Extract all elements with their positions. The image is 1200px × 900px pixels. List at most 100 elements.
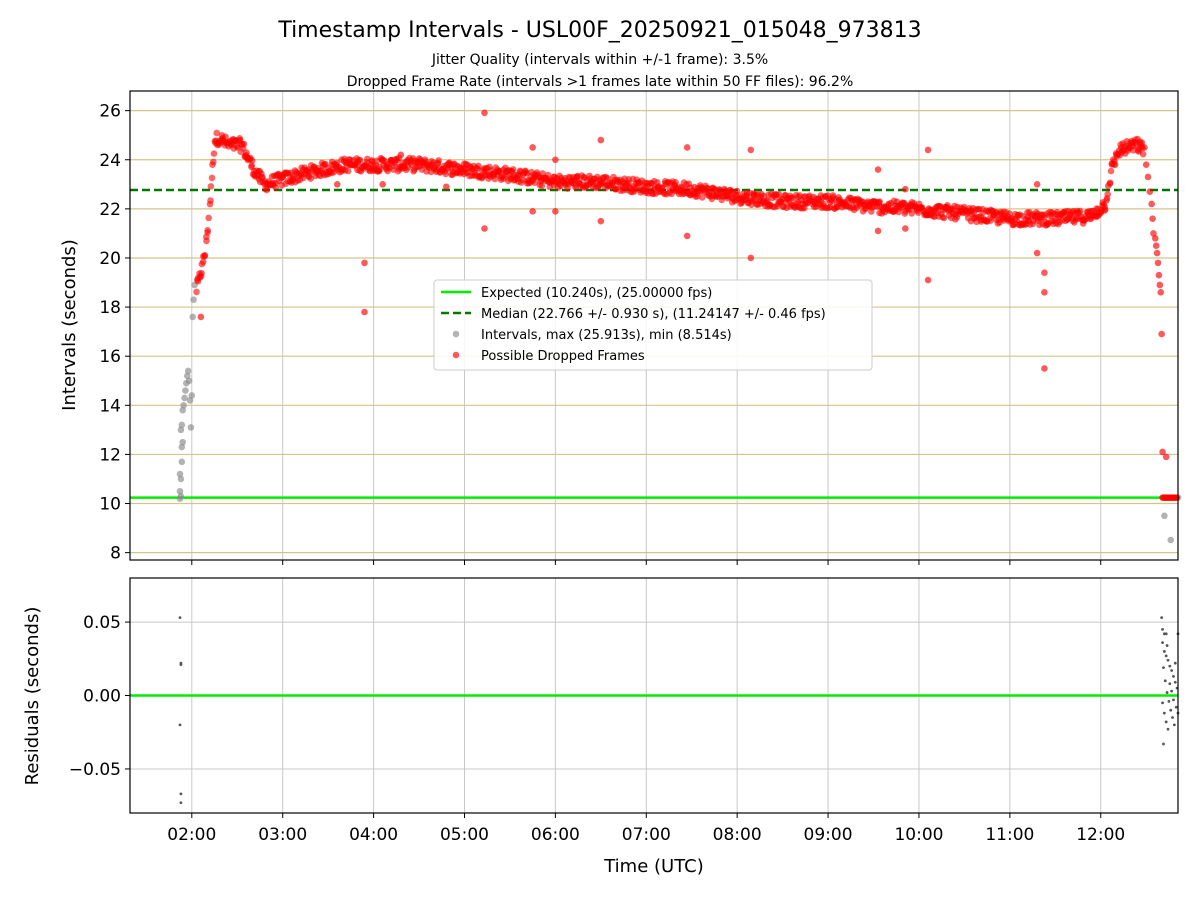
dropped-frame-point xyxy=(199,258,207,266)
residual-point xyxy=(1171,716,1174,719)
dropped-frame-point xyxy=(683,232,691,240)
top-y-tick-label: 10 xyxy=(99,495,121,515)
top-panel-x-ticks xyxy=(191,560,1102,565)
bottom-y-axis-label: Residuals (seconds) xyxy=(22,607,43,786)
legend-box xyxy=(433,279,873,371)
chart-subtitle-jitter: Jitter Quality (intervals within +/-1 fr… xyxy=(431,52,768,68)
legend-median-label: Median (22.766 +/- 0.930 s), (11.24147 +… xyxy=(481,307,826,322)
dropped-frame-point xyxy=(1111,161,1119,169)
dropped-frame-point xyxy=(874,227,882,235)
interval-point xyxy=(185,377,193,385)
dropped-frame-point xyxy=(683,144,691,151)
dropped-frame-point xyxy=(1153,249,1161,257)
dropped-frame-point xyxy=(204,227,211,234)
x-tick-label: 09:00 xyxy=(804,825,853,845)
residual-point xyxy=(1161,701,1164,705)
dropped-frame-point xyxy=(552,208,559,215)
dropped-frame-point xyxy=(699,194,706,201)
dropped-frame-point xyxy=(924,146,932,154)
dropped-frame-point xyxy=(1142,161,1150,168)
interval-point xyxy=(177,426,185,434)
dropped-frame-point xyxy=(248,157,256,164)
interval-point xyxy=(176,470,184,478)
residual-point xyxy=(1169,708,1173,712)
dropped-frame-point xyxy=(442,170,449,178)
dropped-frame-point xyxy=(197,313,205,321)
dropped-frame-point xyxy=(1104,190,1111,198)
residual-point xyxy=(1163,679,1167,683)
residual-point xyxy=(179,801,183,805)
dropped-frame-point xyxy=(747,254,755,262)
dropped-frame-point xyxy=(1107,167,1115,175)
chart-title: Timestamp Intervals - USL00F_20250921_01… xyxy=(277,18,921,43)
residual-point xyxy=(1170,669,1174,672)
dropped-frame-point xyxy=(272,184,279,191)
x-axis-label: Time (UTC) xyxy=(603,856,704,877)
bottom-panel-y-ticks: 0.05 0.00 −0.05 xyxy=(69,613,130,780)
dropped-frame-point xyxy=(205,214,212,222)
interval-point xyxy=(189,313,197,321)
dropped-frame-point xyxy=(509,166,517,173)
dropped-frame-point xyxy=(240,140,248,148)
dropped-frame-point xyxy=(1129,146,1137,154)
dropped-frame-point xyxy=(475,162,482,170)
dropped-frame-point xyxy=(201,251,209,259)
residual-point xyxy=(178,616,182,620)
top-y-tick-label: 20 xyxy=(99,249,121,269)
residual-point xyxy=(179,663,183,667)
dropped-frame-point xyxy=(747,146,755,154)
dropped-frame-point xyxy=(1158,330,1165,338)
top-y-tick-label: 12 xyxy=(99,445,121,465)
residual-point xyxy=(1168,664,1172,668)
legend-intervals-label: Intervals, max (25.913s), min (8.514s) xyxy=(481,328,732,343)
dropped-frame-point xyxy=(672,178,679,186)
dropped-frame-point xyxy=(1041,365,1048,372)
dropped-frame-point xyxy=(1159,448,1166,456)
legend-dropped-marker xyxy=(452,351,460,359)
residual-point xyxy=(1162,742,1165,746)
dropped-frame-point xyxy=(874,166,882,173)
dropped-frame-point xyxy=(361,308,368,316)
dropped-frame-point xyxy=(397,151,405,159)
dropped-frame-point xyxy=(208,174,216,182)
residual-point xyxy=(1161,641,1164,645)
x-tick-label: 10:00 xyxy=(894,825,943,845)
dropped-frame-point xyxy=(361,259,368,267)
x-tick-label: 04:00 xyxy=(349,825,398,845)
interval-point xyxy=(178,421,186,429)
residual-point xyxy=(1165,644,1169,647)
dropped-frame-point xyxy=(1101,206,1109,213)
dropped-frame-point xyxy=(552,156,559,164)
residual-point xyxy=(1174,705,1178,709)
dropped-frame-point xyxy=(248,162,256,169)
dropped-frame-point xyxy=(1157,289,1165,296)
dropped-frame-point xyxy=(908,210,916,217)
dropped-frame-point xyxy=(1155,271,1163,279)
dropped-frame-point xyxy=(1162,453,1170,461)
dropped-frame-point xyxy=(1154,259,1162,267)
dropped-frame-point xyxy=(987,217,994,224)
residual-point xyxy=(1167,699,1171,703)
x-tick-label: 12:00 xyxy=(1076,825,1125,845)
dropped-frame-point xyxy=(1156,281,1164,289)
residual-point xyxy=(1160,616,1164,620)
top-panel-frame xyxy=(129,90,1179,561)
dropped-frame-point xyxy=(876,198,883,206)
interval-point xyxy=(179,406,187,414)
dropped-frame-point xyxy=(1033,181,1041,188)
residual-point xyxy=(1164,720,1168,724)
interval-point xyxy=(180,402,187,409)
interval-point xyxy=(190,296,197,304)
dropped-frame-point xyxy=(1033,249,1041,257)
residual-point xyxy=(178,723,182,727)
chart-subtitle-dropped: Dropped Frame Rate (intervals >1 frames … xyxy=(347,74,854,90)
top-panel-data xyxy=(130,109,1182,544)
residual-point xyxy=(1168,682,1172,686)
dropped-frame-point xyxy=(243,149,250,156)
top-y-tick-label: 26 xyxy=(99,102,121,122)
dropped-frame-point xyxy=(1146,188,1154,195)
residual-point xyxy=(1166,727,1170,731)
interval-point xyxy=(1161,512,1168,520)
top-y-tick-label: 16 xyxy=(99,347,121,367)
dropped-frame-point xyxy=(213,129,220,137)
